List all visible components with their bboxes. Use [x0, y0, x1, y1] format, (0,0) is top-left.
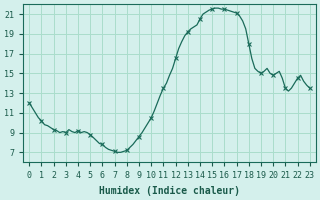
X-axis label: Humidex (Indice chaleur): Humidex (Indice chaleur)	[99, 186, 240, 196]
